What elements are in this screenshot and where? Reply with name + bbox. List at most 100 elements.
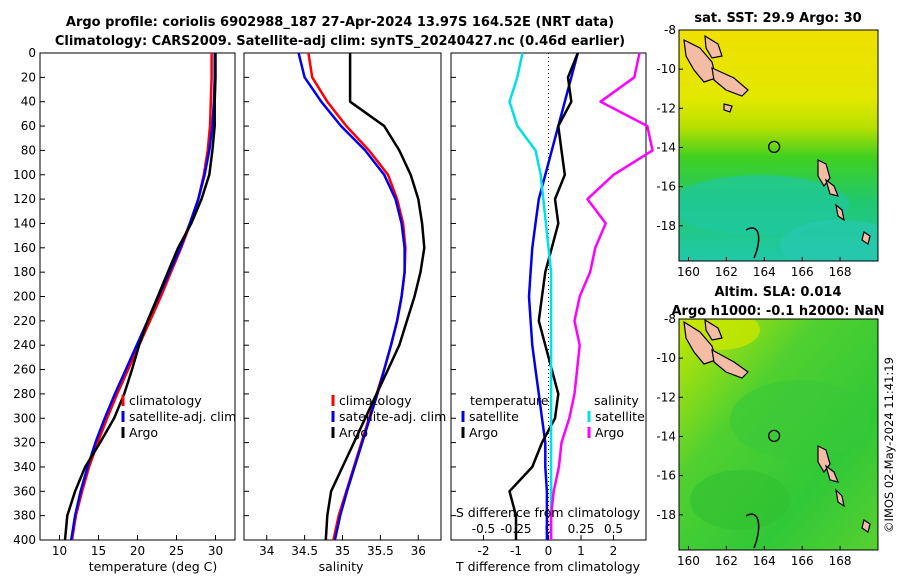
x-tick-label: 35.5 [367, 544, 394, 558]
s-difference-tick-label: 0 [545, 522, 553, 536]
map-x-tick-label: 168 [829, 554, 852, 568]
map-y-tick-label: -16 [656, 469, 676, 483]
legend-label: climatology [129, 393, 202, 408]
map-y-tick-label: -14 [656, 429, 676, 443]
difference-line-s-satellite [508, 52, 553, 540]
land-islands [683, 34, 871, 245]
sla-map-title-line2: Argo h1000: -0.1 h2000: NaN [671, 304, 884, 319]
map-y-tick-label: -10 [656, 351, 676, 365]
legend-label: climatology [339, 393, 412, 408]
y-tick-label: 340 [13, 460, 36, 474]
y-tick-label: 100 [13, 168, 36, 182]
y-tick-label: 260 [13, 363, 36, 377]
legend-label: satellite-adj. clim [339, 409, 446, 424]
map-x-tick-label: 168 [829, 265, 852, 279]
y-tick-label: 180 [13, 265, 36, 279]
difference-line-t-argo [508, 52, 579, 540]
t-difference-xlabel: T difference from climatology [455, 559, 641, 574]
timestamp-stamp: ©IMOS 02-May-2024 11:41:19 [882, 357, 896, 533]
legend-label: Argo [339, 425, 368, 440]
sla-map: Altim. SLA: 0.014 Argo h1000: -0.1 h2000… [656, 285, 884, 568]
s-difference-xlabel: S difference from climatology [456, 505, 641, 520]
y-tick-label: 160 [13, 241, 36, 255]
salinity-panel: 34 34.5 35 35.5 36 climatologysatellite-adj. … [243, 52, 446, 558]
y-tick-label: 0 [28, 46, 36, 60]
y-tick-label: 200 [13, 290, 36, 304]
sst-map-frame [678, 29, 879, 262]
map-y-tick-label: -18 [656, 219, 676, 233]
map-x-tick-label: 160 [677, 554, 700, 568]
x-tick-label: -1 [510, 544, 522, 558]
y-tick-label: 320 [13, 436, 36, 450]
map-y-tick-label: -16 [656, 180, 676, 194]
x-tick-label: 25 [169, 544, 184, 558]
map-x-tick-label: 166 [791, 265, 814, 279]
difference-frame [450, 52, 647, 541]
y-tick-label: 400 [13, 533, 36, 547]
map-x-tick-label: 164 [753, 265, 776, 279]
salinity-xlabel: salinity [319, 559, 364, 574]
figure-title-line1: Argo profile: coriolis 6902988_187 27-Ap… [66, 15, 614, 30]
x-tick-label: 34.5 [291, 544, 318, 558]
y-tick-label: 220 [13, 314, 36, 328]
y-tick-label: 80 [21, 143, 36, 157]
x-tick-label: 10 [52, 544, 67, 558]
map-x-tick-label: 160 [677, 265, 700, 279]
map-y-tick-label: -12 [656, 101, 676, 115]
map-y-tick-label: -12 [656, 390, 676, 404]
salinity-frame [243, 52, 442, 541]
map-y-tick-label: -18 [656, 508, 676, 522]
difference-line-s-argo [549, 52, 654, 540]
legend-label: Argo [469, 425, 498, 440]
salinity-line-satellite-adj-clim [297, 52, 406, 541]
sst-map-title: sat. SST: 29.9 Argo: 30 [694, 11, 861, 26]
x-tick-label: 30 [208, 544, 223, 558]
legend-label: satellite [595, 409, 645, 424]
y-tick-label: 60 [21, 119, 36, 133]
y-tick-label: 300 [13, 411, 36, 425]
legend-salinity-title: salinity [594, 393, 639, 408]
figure-title-line2: Climatology: CARS2009. Satellite-adj cli… [55, 34, 625, 49]
sst-map: sat. SST: 29.9 Argo: 30 160 162 164 166 168 -… [656, 11, 879, 279]
reef-outline [745, 227, 760, 259]
map-x-tick-label: 162 [715, 265, 738, 279]
map-x-tick-label: 166 [791, 554, 814, 568]
x-tick-label: 2 [610, 544, 618, 558]
difference-line-t-satellite [527, 52, 580, 540]
difference-panel: -2 -1 0 1 2-0.5 -0.25 0 0.25 0.5temperaturesatel… [450, 52, 654, 558]
argo-position-marker [767, 429, 781, 443]
y-tick-label: 20 [21, 70, 36, 84]
y-tick-label: 240 [13, 338, 36, 352]
map-y-tick-label: -14 [656, 140, 676, 154]
legend-label: satellite [469, 409, 519, 424]
x-tick-label: 35 [335, 544, 350, 558]
s-difference-tick-label: 0.25 [568, 522, 595, 536]
y-tick-label: 140 [13, 216, 36, 230]
map-y-tick-label: -8 [664, 312, 676, 326]
x-tick-label: 36 [411, 544, 426, 558]
y-tick-label: 280 [13, 387, 36, 401]
x-tick-label: 20 [130, 544, 145, 558]
y-tick-label: 360 [13, 484, 36, 498]
map-y-tick-label: -10 [656, 62, 676, 76]
legend-label: satellite-adj. clim [129, 409, 236, 424]
temperature-xlabel: temperature (deg C) [89, 559, 218, 574]
sla-map-title-line1: Altim. SLA: 0.014 [715, 285, 842, 300]
s-difference-tick-label: -0.5 [472, 522, 495, 536]
legend-temperature-title: temperature [470, 393, 549, 408]
legend-label: Argo [129, 425, 158, 440]
sla-map-ticks: 160 162 164 166 168 -8 -10 -12 -14 -16 -18 [656, 312, 851, 568]
sst-map-ticks: 160 162 164 166 168 -8 -10 -12 -14 -16 -18 [656, 23, 851, 279]
map-y-tick-label: -8 [664, 23, 676, 37]
sla-map-frame [678, 318, 879, 551]
x-tick-label: -2 [478, 544, 490, 558]
y-tick-label: 40 [21, 95, 36, 109]
x-tick-label: 1 [577, 544, 585, 558]
y-tick-label: 120 [13, 192, 36, 206]
s-difference-tick-label: 0.5 [604, 522, 623, 536]
map-x-tick-label: 164 [753, 554, 776, 568]
map-x-tick-label: 162 [715, 554, 738, 568]
x-tick-label: 34 [259, 544, 274, 558]
x-tick-label: 0 [545, 544, 553, 558]
legend-label: Argo [595, 425, 624, 440]
